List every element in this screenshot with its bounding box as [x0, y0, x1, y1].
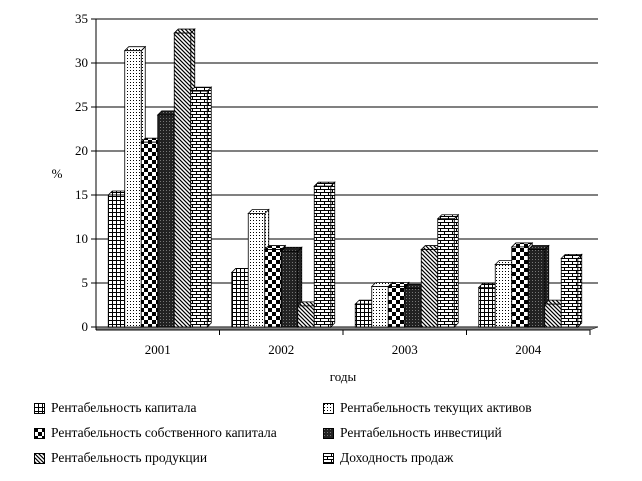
bar-front	[190, 90, 208, 328]
bar-front	[544, 303, 562, 328]
bar-top	[436, 214, 460, 220]
legend-swatch	[34, 402, 45, 414]
bar-side	[577, 253, 583, 328]
bar-front	[354, 303, 373, 328]
bar-front	[494, 264, 513, 328]
legend-swatch	[323, 452, 334, 464]
bar	[313, 181, 336, 328]
x-axis-label: годы	[330, 369, 357, 384]
bar	[189, 86, 213, 328]
bar-top	[560, 253, 583, 259]
bar-front	[437, 218, 455, 328]
x-tick-label: 2003	[392, 342, 418, 357]
bars	[107, 28, 583, 328]
y-axis-label: %	[52, 166, 63, 181]
x-tick-label: 2004	[515, 342, 542, 357]
bar-top	[313, 181, 336, 187]
y-tick-label: 20	[75, 143, 88, 158]
bar-front	[371, 286, 389, 328]
y-tick-label: 25	[75, 99, 88, 114]
legend-swatch	[323, 427, 334, 439]
bar-top	[189, 86, 213, 92]
y-tick-label: 0	[82, 319, 89, 334]
x-tick-label: 2002	[268, 342, 294, 357]
bar-side	[206, 86, 212, 328]
bar-front	[280, 250, 299, 328]
bar	[436, 213, 460, 328]
bar-front	[478, 286, 496, 328]
axes	[91, 18, 591, 335]
legend-item: Рентабельность инвестиций	[323, 425, 502, 441]
bar-top	[263, 245, 287, 250]
bar-top	[280, 246, 303, 252]
bar-front	[157, 114, 175, 328]
bar-front	[231, 272, 249, 328]
legend-item: Рентабельность собственного капитала	[34, 425, 277, 441]
bar-top	[510, 242, 534, 248]
bar-top	[123, 46, 147, 52]
bar-front	[404, 287, 422, 328]
bar-front	[247, 213, 266, 328]
bar-front	[313, 185, 332, 328]
y-tick-label: 35	[75, 11, 88, 26]
bar-front	[387, 286, 406, 328]
legend-item: Рентабельность капитала	[34, 400, 196, 416]
legend-label: Рентабельность капитала	[51, 400, 197, 415]
legend-label: Рентабельность собственного капитала	[51, 425, 277, 440]
legend-item: Доходность продаж	[323, 450, 453, 466]
bar-front	[297, 305, 315, 328]
x-tick-label: 2001	[145, 342, 171, 357]
bar-top	[173, 28, 196, 34]
bar-front	[527, 249, 546, 328]
legend-swatch	[34, 452, 45, 464]
legend-swatch	[323, 402, 334, 414]
bar-front	[511, 246, 529, 328]
bar	[560, 253, 583, 328]
legend-item: Рентабельность продукции	[34, 450, 207, 466]
bar-side	[453, 213, 459, 328]
bar-front	[107, 194, 126, 328]
legend-swatch	[34, 427, 45, 439]
bar-front	[140, 141, 159, 328]
legend-label: Доходность продаж	[340, 450, 454, 465]
y-tick-label: 30	[75, 55, 88, 70]
legend-label: Рентабельность продукции	[51, 450, 208, 465]
legend-item: Рентабельность текущих активов	[323, 400, 532, 416]
bar-front	[560, 257, 579, 328]
y-tick-label: 15	[75, 187, 88, 202]
legend-label: Рентабельность текущих активов	[340, 400, 532, 415]
bar-top	[527, 245, 550, 250]
bar-front	[420, 249, 439, 328]
bar-front	[264, 249, 282, 328]
bar-top	[387, 282, 410, 287]
labels: 0 5 10 15 20 25 30 35% 2001 2002 2003 2004 годы	[52, 11, 542, 384]
bar-side	[330, 181, 336, 328]
bar-front	[124, 50, 142, 328]
y-tick-label: 10	[75, 231, 88, 246]
legend-label: Рентабельность инвестиций	[340, 425, 502, 440]
bar-front	[173, 32, 192, 328]
bar-chart: 0 5 10 15 20 25 30 35% 2001 2002 2003 2004 годы	[52, 11, 599, 384]
bar-top	[247, 209, 270, 214]
y-tick-label: 5	[82, 275, 89, 290]
